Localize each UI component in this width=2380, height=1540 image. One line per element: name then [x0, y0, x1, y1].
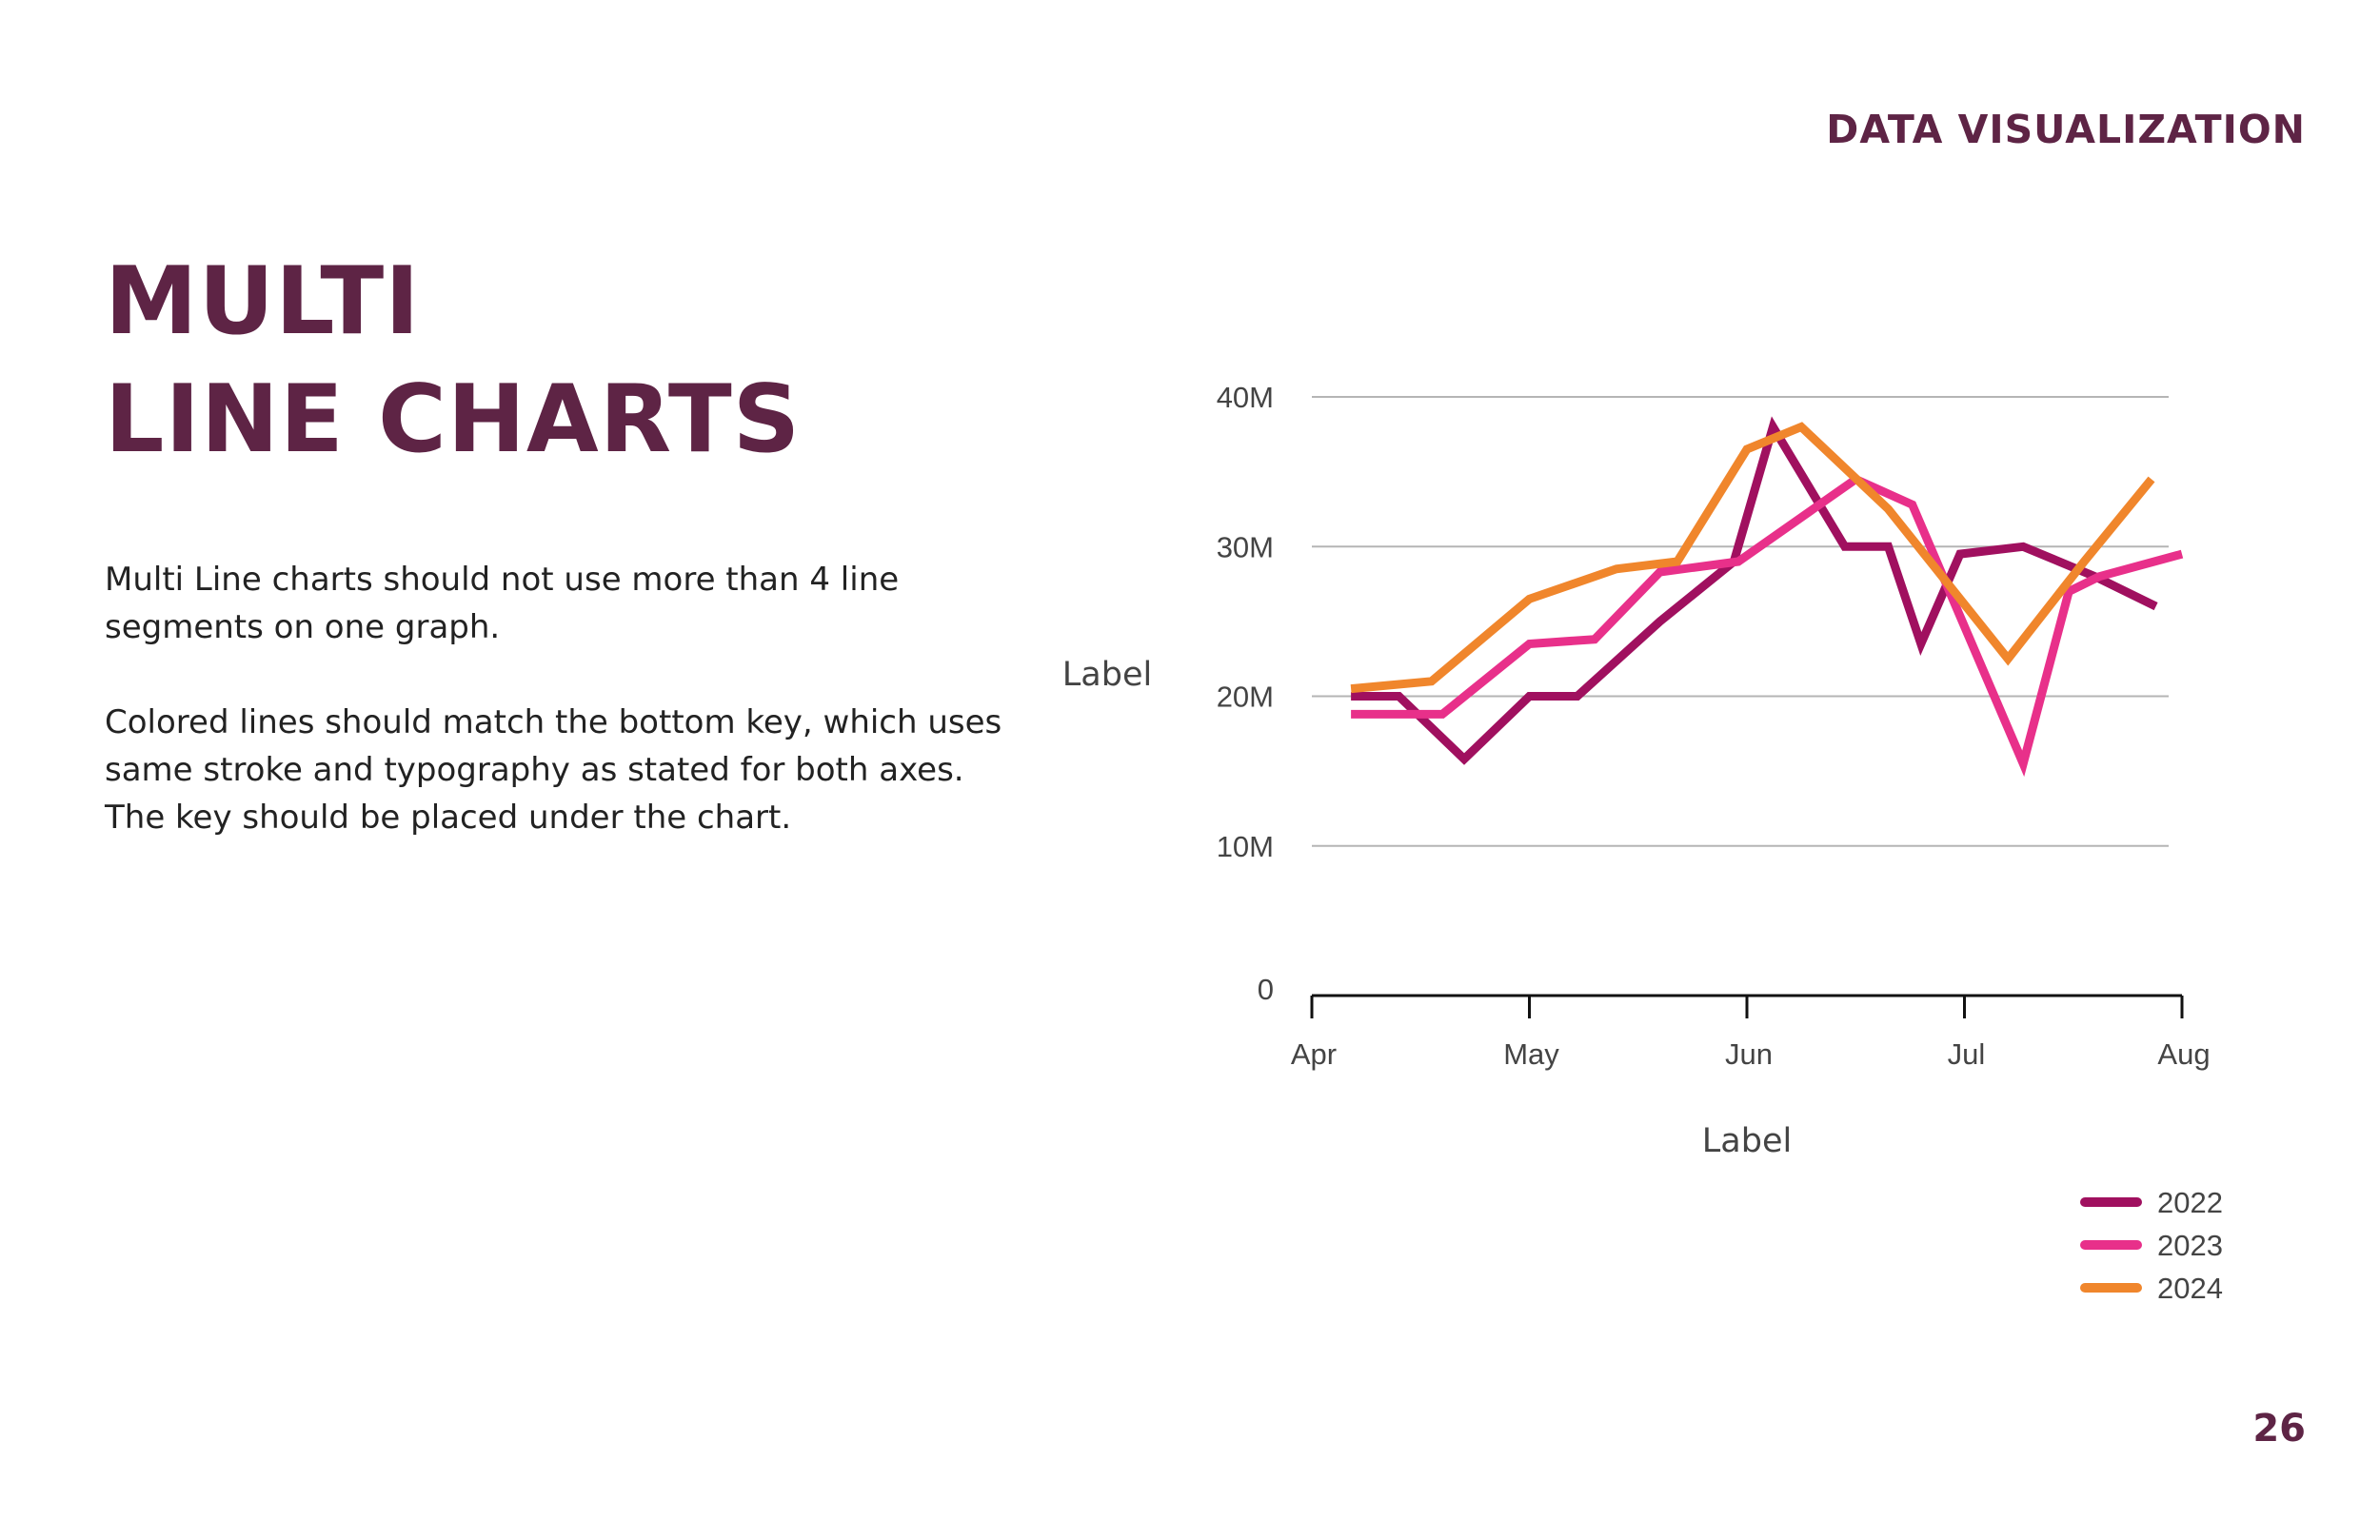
description-paragraph-2: Colored lines should match the bottom ke…	[105, 703, 1002, 837]
y-axis-tick-labels: 0 10M 20M 30M 40M	[1217, 381, 1274, 1006]
description-paragraph-1: Multi Line charts should not use more th…	[105, 561, 900, 646]
legend-item-2023: 2023	[2080, 1229, 2223, 1262]
y-tick-label: 0	[1258, 973, 1274, 1006]
legend-label: 2024	[2157, 1272, 2223, 1305]
legend-item-2022: 2022	[2080, 1186, 2223, 1219]
x-tick-label: Aug	[2157, 1037, 2210, 1071]
page-title-line-1: MULTI	[105, 247, 421, 356]
y-tick-label: 30M	[1217, 530, 1274, 563]
x-tick-label: Jun	[1725, 1037, 1773, 1071]
y-tick-label: 20M	[1217, 681, 1274, 714]
legend-label: 2022	[2157, 1186, 2223, 1219]
y-tick-label: 40M	[1217, 381, 1274, 414]
page-title: MULTI LINE CHARTS	[105, 243, 801, 479]
x-tick-label: May	[1503, 1037, 1559, 1071]
series-line-2022	[1351, 416, 2158, 765]
x-axis	[1310, 994, 2184, 1018]
series-line-2024	[1350, 422, 2155, 694]
chart-legend: 2022 2023 2024	[2080, 1186, 2223, 1305]
x-tick-label: Jul	[1948, 1037, 1986, 1071]
page-number: 26	[2252, 1407, 2306, 1451]
x-axis-title: Label	[1702, 1122, 1792, 1160]
x-tick-label: Apr	[1291, 1037, 1337, 1071]
y-tick-label: 10M	[1217, 830, 1274, 863]
series-line-2023	[1351, 474, 2184, 778]
series-lines	[1350, 416, 2184, 778]
legend-label: 2023	[2157, 1229, 2223, 1262]
legend-item-2024: 2024	[2080, 1272, 2223, 1305]
x-axis-tick-labels: Apr May Jun Jul Aug	[1291, 1037, 2211, 1071]
description-text: Multi Line charts should not use more th…	[105, 556, 1019, 889]
page-title-line-2: LINE CHARTS	[105, 365, 802, 474]
section-title: DATA VISUALIZATION	[1826, 107, 2306, 152]
y-axis-title: Label	[1062, 656, 1152, 694]
